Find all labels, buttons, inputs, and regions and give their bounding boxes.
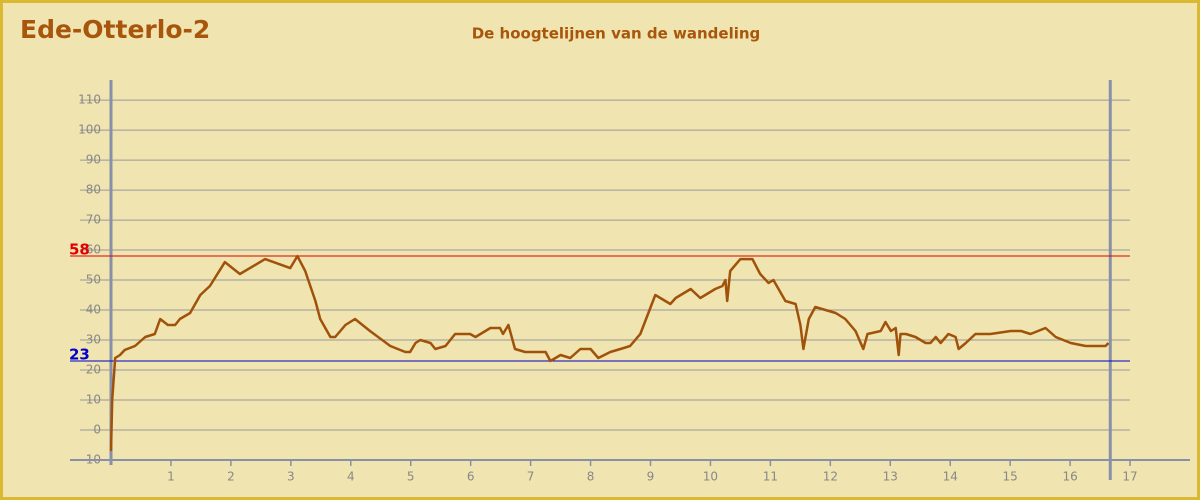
x-tick-label: 3	[287, 470, 295, 484]
y-tick-label: 0	[93, 423, 101, 437]
x-tick-label: 16	[1062, 470, 1077, 484]
x-tick-label: 9	[647, 470, 655, 484]
x-tick-label: 2	[227, 470, 235, 484]
y-tick-label: 100	[78, 123, 101, 137]
y-tick-label: 60	[86, 243, 101, 257]
y-tick-label: 50	[86, 273, 101, 287]
x-tick-label: 7	[527, 470, 535, 484]
x-tick-label: 1	[167, 470, 175, 484]
y-tick-label: 80	[86, 183, 101, 197]
y-tick-label: 10	[86, 393, 101, 407]
reference-label: 58	[69, 241, 90, 259]
y-tick-label: 40	[86, 303, 101, 317]
y-tick-label: 90	[86, 153, 101, 167]
x-tick-label: 14	[943, 470, 958, 484]
x-tick-label: 15	[1003, 470, 1018, 484]
chart-title: Ede-Otterlo-2	[20, 15, 210, 44]
x-tick-label: 17	[1122, 470, 1137, 484]
x-tick-label: 5	[407, 470, 415, 484]
elevation-line	[109, 254, 1110, 452]
y-tick-label: 70	[86, 213, 101, 227]
x-tick-label: 4	[347, 470, 355, 484]
y-tick-label: 30	[86, 333, 101, 347]
x-tick-label: 6	[467, 470, 475, 484]
x-tick-label: 13	[883, 470, 898, 484]
x-tick-label: 11	[763, 470, 778, 484]
x-tick-label: 12	[823, 470, 838, 484]
y-tick-label: 20	[86, 363, 101, 377]
x-tick-label: 8	[587, 470, 595, 484]
x-tick-label: 10	[703, 470, 718, 484]
chart-subtitle: De hoogtelijnen van de wandeling	[472, 25, 761, 43]
y-tick-label: 110	[78, 93, 101, 107]
reference-label: 23	[69, 346, 90, 364]
